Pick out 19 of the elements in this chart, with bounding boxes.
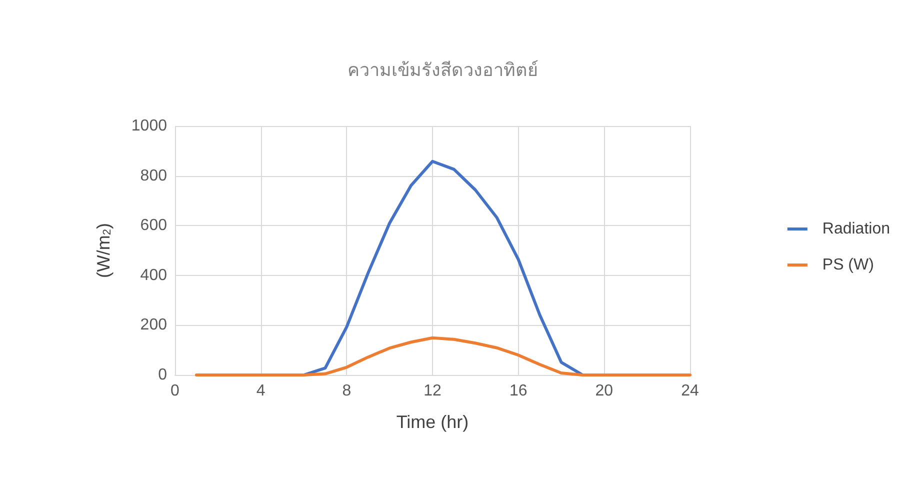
- x-tick-label: 24: [681, 382, 699, 400]
- line-series: [194, 336, 692, 376]
- legend-label: Radiation: [822, 220, 890, 238]
- y-tick-label: 400: [140, 266, 168, 284]
- x-tick-label: 20: [595, 382, 614, 400]
- x-tick-label: 8: [342, 382, 352, 400]
- y-tick-label: 200: [140, 316, 168, 334]
- y-tick-label: 600: [140, 217, 168, 234]
- y-tick-label: 0: [158, 366, 168, 384]
- legend-label: PS (W): [822, 256, 874, 274]
- y-axis-title: (W/m2): [94, 222, 114, 278]
- x-tick-label: 0: [170, 382, 180, 400]
- x-axis-title: Time (hr): [396, 412, 469, 432]
- y-tick-label: 1000: [131, 118, 168, 134]
- chart-title: ความเข้มรังสีดวงอาทิตย์: [348, 60, 538, 80]
- x-tick-label: 4: [256, 382, 266, 400]
- x-tick-label: 16: [509, 382, 528, 400]
- y-tick-label: 800: [140, 167, 168, 184]
- x-tick-label: 12: [424, 382, 442, 400]
